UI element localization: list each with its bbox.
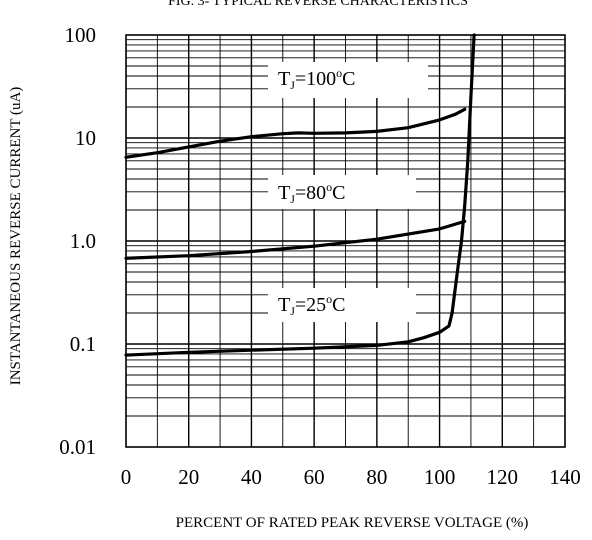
y-tick-label: 10 xyxy=(75,126,96,150)
x-tick-label: 80 xyxy=(366,465,387,489)
x-tick-label: 100 xyxy=(424,465,456,489)
series-line xyxy=(124,107,467,159)
series-label-background xyxy=(268,288,416,322)
x-tick-label: 60 xyxy=(304,465,325,489)
series-label-layer: TJ=100oC TJ=80oC TJ=25oC xyxy=(268,62,428,322)
y-tick-label: 0.01 xyxy=(59,435,96,459)
series-line xyxy=(124,33,476,357)
series-label-background xyxy=(268,62,428,98)
y-tick-label: 1.0 xyxy=(70,229,96,253)
x-tick-label: 20 xyxy=(178,465,199,489)
y-tick-label: 0.1 xyxy=(70,332,96,356)
x-tick-labels: 0 20 40 60 80 100 120 140 xyxy=(121,465,581,489)
plot-frame xyxy=(125,34,566,448)
series-label: TJ=80oC xyxy=(278,180,346,206)
series-layer xyxy=(124,33,476,357)
y-tick-labels: 100 10 1.0 0.1 0.01 xyxy=(59,23,96,459)
x-tick-label: 120 xyxy=(487,465,519,489)
x-tick-label: 140 xyxy=(549,465,581,489)
series-label-background xyxy=(268,175,416,209)
grid xyxy=(126,35,565,447)
y-tick-label: 100 xyxy=(65,23,97,47)
y-axis-title: INSTANTANEOUS REVERSE CURRENT (uA) xyxy=(8,87,24,386)
figure-title: FIG. 3- TYPICAL REVERSE CHARACTERISTICS xyxy=(168,0,468,9)
series-label: TJ=100oC xyxy=(278,66,356,92)
series-label: TJ=25oC xyxy=(278,292,346,318)
x-axis-title: PERCENT OF RATED PEAK REVERSE VOLTAGE (%… xyxy=(176,515,529,531)
series-line xyxy=(124,219,467,260)
x-tick-label: 0 xyxy=(121,465,132,489)
x-tick-label: 40 xyxy=(241,465,262,489)
